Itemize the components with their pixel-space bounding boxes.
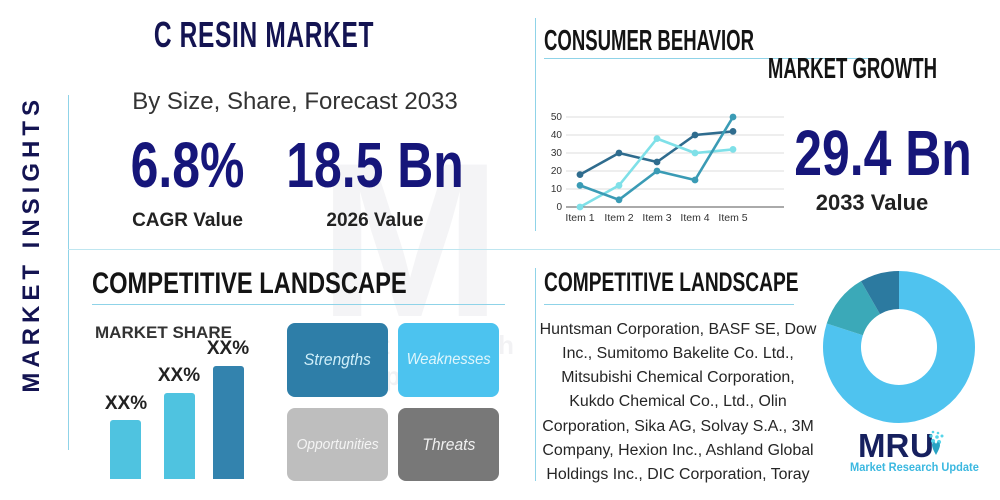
svg-text:Item 2: Item 2 bbox=[604, 212, 633, 224]
svg-text:20: 20 bbox=[551, 166, 563, 177]
svg-text:50: 50 bbox=[551, 112, 563, 123]
svg-text:40: 40 bbox=[551, 130, 563, 141]
svg-text:U: U bbox=[910, 427, 934, 464]
svg-text:Item 1: Item 1 bbox=[565, 212, 594, 224]
svg-text:MR: MR bbox=[858, 427, 909, 464]
svg-text:10: 10 bbox=[551, 184, 563, 195]
svg-text:Item 5: Item 5 bbox=[718, 212, 747, 224]
svg-text:Item 4: Item 4 bbox=[680, 212, 709, 224]
svg-text:30: 30 bbox=[551, 148, 563, 159]
svg-text:Item 3: Item 3 bbox=[642, 212, 671, 224]
svg-text:0: 0 bbox=[556, 202, 562, 213]
